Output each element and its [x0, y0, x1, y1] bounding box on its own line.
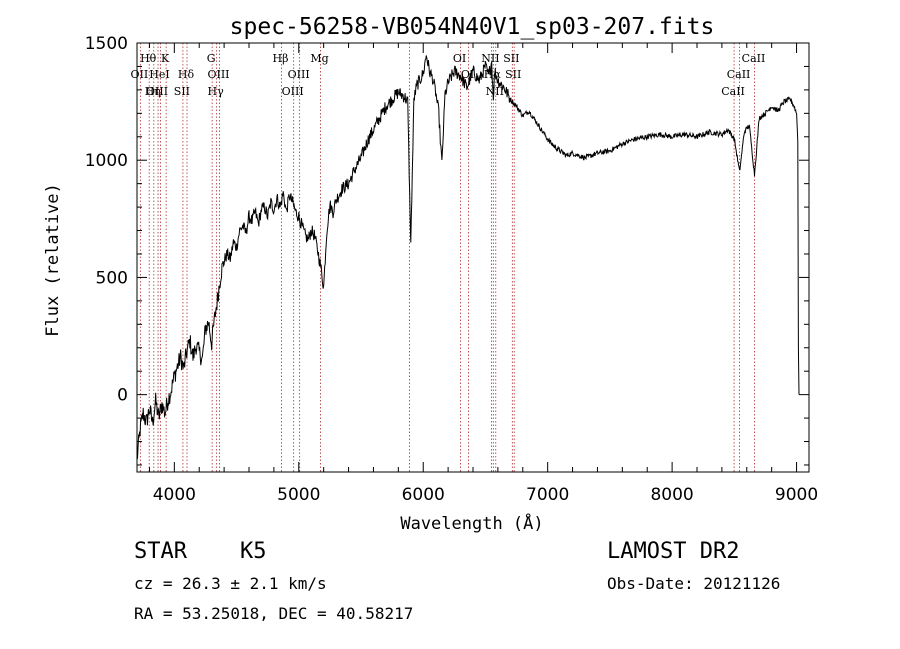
axis-tick-labels: 4000 5000 6000 7000 8000 9000 0 500 1000 1500 [85, 34, 818, 505]
x-axis-label: Wavelength (Å) [400, 512, 543, 534]
spectral-line-label: OIII [282, 85, 304, 98]
y-tick-label: 0 [117, 386, 128, 406]
spectral-line-label: SII [174, 85, 190, 98]
spectral-line-label: Hβ [273, 52, 289, 65]
redshift-value: cz = 26.3 ± 2.1 km/s [134, 574, 327, 593]
object-class: STAR [134, 539, 187, 564]
spectral-line-label: Hθ [140, 52, 157, 65]
observation-date: Obs-Date: 20121126 [607, 574, 781, 593]
x-tick-label: 4000 [153, 485, 196, 505]
axis-ticks [137, 42, 809, 472]
spectral-line-label: OIII [288, 68, 310, 81]
spectral-line-label: NII [481, 52, 499, 65]
x-tick-label: 6000 [402, 485, 445, 505]
spectral-line-label: CaII [727, 68, 751, 81]
spectral-line-label: Hδ [178, 68, 195, 81]
y-tick-label: 1500 [85, 34, 128, 54]
spectral-line-label: Hγ [208, 85, 225, 98]
x-tick-label: 9000 [775, 485, 818, 505]
x-tick-label: 7000 [526, 485, 569, 505]
spectral-line-label: OIII [146, 85, 168, 98]
x-tick-label: 5000 [277, 485, 320, 505]
spectral-line-label: NII [486, 85, 504, 98]
sky-coordinates: RA = 53.25018, DEC = 40.58217 [134, 604, 414, 623]
spectral-line-label: SII [503, 52, 519, 65]
plot-frame [136, 42, 810, 473]
spectral-line-label: Mg [310, 52, 328, 65]
spectral-line-label: CaII [742, 52, 766, 65]
x-tick-label: 8000 [650, 485, 693, 505]
survey-name: LAMOST DR2 [607, 539, 740, 564]
chart-title: spec-56258-VB054N40V1_sp03-207.fits [230, 14, 715, 40]
spectral-line-label: CaII [721, 85, 745, 98]
flux-line [136, 55, 800, 460]
y-tick-label: 500 [96, 268, 128, 288]
spectral-line-label: OII [131, 68, 149, 81]
spectral-line-label: Hη [145, 85, 161, 98]
emission-line-markers [139, 43, 755, 472]
y-tick-label: 1000 [85, 151, 128, 171]
y-axis-label: Flux (relative) [43, 183, 63, 337]
spectral-line-label: G [207, 52, 216, 65]
object-subclass: K5 [240, 539, 267, 564]
spectral-line-label: OI [461, 68, 474, 81]
spectral-line-label: Hα [484, 68, 502, 81]
spectral-line-label: K [161, 52, 170, 65]
spectral-line-label: OI [453, 52, 466, 65]
spectral-line-label: SII [505, 68, 521, 81]
spectral-line-label: HeI [149, 68, 169, 81]
spectral-line-label: OIII [207, 68, 229, 81]
